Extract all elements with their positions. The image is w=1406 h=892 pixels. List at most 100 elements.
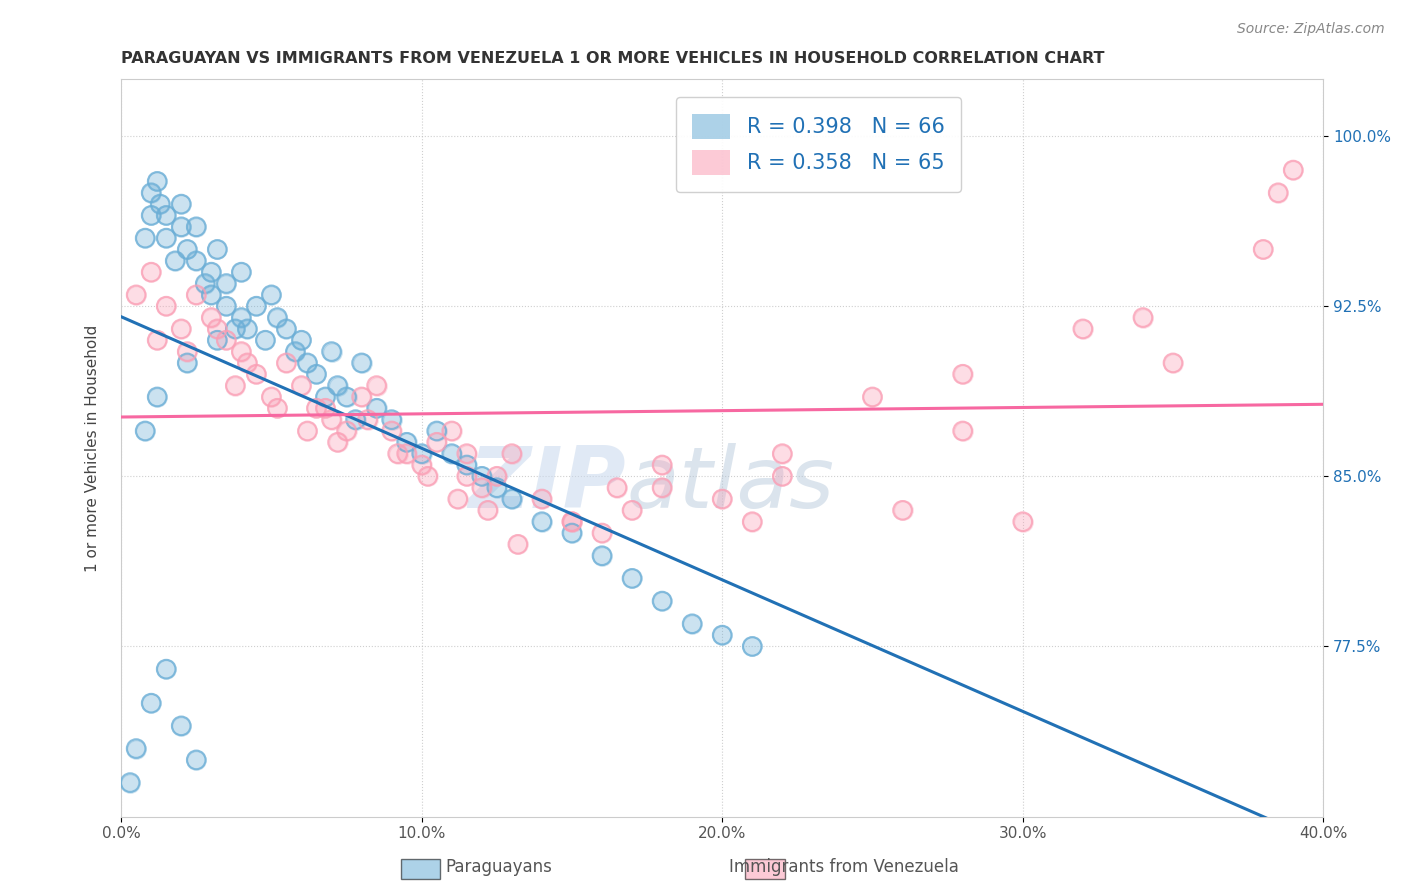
Point	[125, 288, 148, 302]
Point	[411, 447, 433, 461]
Point	[290, 378, 312, 392]
Point	[456, 469, 478, 483]
Point	[681, 616, 703, 631]
Point	[315, 401, 337, 416]
Point	[411, 458, 433, 472]
Point	[561, 515, 583, 529]
Point	[770, 469, 793, 483]
Point	[741, 640, 763, 654]
Point	[1161, 356, 1184, 370]
Point	[194, 277, 217, 291]
Point	[215, 277, 238, 291]
Point	[207, 243, 229, 257]
Point	[155, 209, 177, 223]
Point	[321, 412, 343, 426]
Text: PARAGUAYAN VS IMMIGRANTS FROM VENEZUELA 1 OR MORE VEHICLES IN HOUSEHOLD CORRELAT: PARAGUAYAN VS IMMIGRANTS FROM VENEZUELA …	[121, 51, 1105, 66]
Point	[200, 265, 222, 279]
Text: Paraguayans: Paraguayans	[446, 858, 553, 876]
Point	[146, 333, 169, 347]
Point	[231, 344, 253, 359]
Point	[120, 775, 142, 789]
Point	[530, 491, 553, 506]
Point	[224, 378, 246, 392]
Point	[276, 356, 298, 370]
Point	[207, 322, 229, 336]
Point	[231, 265, 253, 279]
Point	[146, 390, 169, 404]
Point	[224, 378, 246, 392]
Point	[471, 469, 494, 483]
Point	[651, 458, 673, 472]
Point	[1011, 515, 1033, 529]
Point	[456, 447, 478, 461]
Point	[149, 197, 172, 211]
Point	[651, 481, 673, 495]
Point	[215, 299, 238, 313]
Point	[254, 333, 277, 347]
Point	[381, 412, 404, 426]
Point	[1267, 186, 1289, 200]
Point	[344, 412, 367, 426]
Point	[155, 299, 177, 313]
Point	[266, 310, 288, 325]
Point	[456, 469, 478, 483]
Point	[350, 356, 373, 370]
Point	[245, 368, 267, 382]
Point	[231, 265, 253, 279]
Point	[591, 549, 613, 563]
Point	[335, 390, 357, 404]
Point	[952, 424, 974, 438]
Point	[141, 209, 163, 223]
Point	[254, 333, 277, 347]
Point	[711, 491, 734, 506]
Point	[381, 424, 404, 438]
Text: ZIP: ZIP	[468, 443, 626, 526]
Point	[321, 412, 343, 426]
Point	[155, 299, 177, 313]
Point	[426, 424, 449, 438]
Point	[176, 344, 198, 359]
Point	[245, 368, 267, 382]
Point	[134, 424, 156, 438]
Point	[651, 481, 673, 495]
Point	[155, 231, 177, 245]
Point	[741, 640, 763, 654]
Point	[387, 447, 409, 461]
Point	[471, 469, 494, 483]
Point	[260, 390, 283, 404]
Point	[186, 253, 208, 268]
Point	[170, 197, 193, 211]
Text: atlas: atlas	[626, 443, 834, 526]
Point	[506, 537, 529, 551]
Point	[276, 356, 298, 370]
Point	[952, 424, 974, 438]
Point	[561, 526, 583, 541]
Point	[621, 503, 644, 517]
Point	[485, 481, 508, 495]
Point	[321, 344, 343, 359]
Point	[315, 390, 337, 404]
Point	[236, 322, 259, 336]
Point	[290, 378, 312, 392]
Point	[266, 401, 288, 416]
Point	[477, 503, 499, 517]
Point	[366, 378, 388, 392]
Point	[200, 288, 222, 302]
Point	[165, 253, 187, 268]
Point	[207, 322, 229, 336]
Point	[350, 390, 373, 404]
Point	[170, 322, 193, 336]
Point	[186, 288, 208, 302]
Point	[387, 447, 409, 461]
Point	[141, 186, 163, 200]
Point	[456, 447, 478, 461]
Point	[200, 288, 222, 302]
Point	[621, 503, 644, 517]
Point	[236, 356, 259, 370]
Point	[200, 265, 222, 279]
Point	[366, 401, 388, 416]
Point	[471, 481, 494, 495]
Point	[411, 458, 433, 472]
Point	[770, 447, 793, 461]
Point	[1251, 243, 1274, 257]
